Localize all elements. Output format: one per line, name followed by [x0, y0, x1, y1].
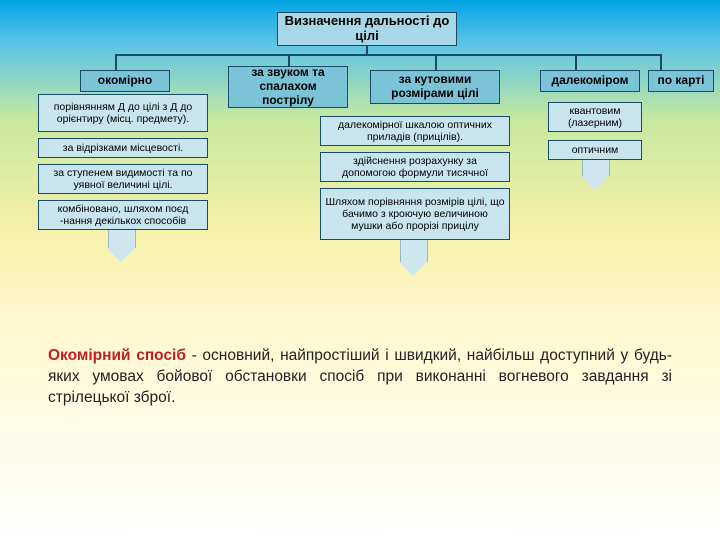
sub-c3-1: здійснення розрахунку за допомогою форму… [320, 152, 510, 182]
sub-c1-0: порівнянням Д до цілі з Д до орієнтиру (… [38, 94, 208, 132]
drop-line [115, 54, 117, 70]
sub-c4-0: квантовим (лазерним) [548, 102, 642, 132]
root-stem [366, 46, 368, 54]
sub-c1-3: комбіновано, шляхом поєд -нання декілько… [38, 200, 208, 230]
hbar [115, 54, 660, 56]
drop-line [660, 54, 662, 70]
arrow-tip-1 [399, 262, 427, 276]
sub-c3-0: далекомірної шкалою оптичних приладів (п… [320, 116, 510, 146]
drop-line [575, 54, 577, 70]
category-c3: за кутовими розмірами цілі [370, 70, 500, 104]
drop-line [435, 54, 437, 70]
arrow-stem-0 [108, 230, 136, 248]
sub-c4-1: оптичним [548, 140, 642, 160]
arrow-tip-2 [581, 176, 609, 190]
sub-c3-2: Шляхом порівняння розмірів цілі, що бачи… [320, 188, 510, 240]
category-c4: далекоміром [540, 70, 640, 92]
description-lead: Окомірний спосіб [48, 347, 186, 364]
category-c5: по карті [648, 70, 714, 92]
sub-c1-2: за ступенем видимості та по уявної велич… [38, 164, 208, 194]
arrow-stem-2 [582, 160, 610, 176]
sub-c1-1: за відрізками місцевості. [38, 138, 208, 158]
category-c2: за звуком та спалахом пострілу [228, 66, 348, 108]
root-node: Визначення дальності до цілі [277, 12, 457, 46]
arrow-stem-1 [400, 240, 428, 262]
description-paragraph: Окомірний спосіб - основний, найпростіши… [48, 346, 672, 409]
category-c1: окомірно [80, 70, 170, 92]
arrow-tip-0 [107, 248, 135, 262]
drop-line [288, 54, 290, 66]
